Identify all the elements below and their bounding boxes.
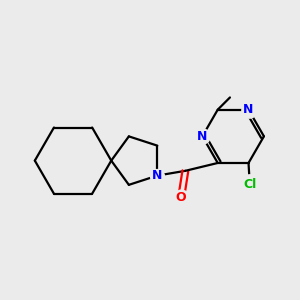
Text: N: N	[152, 169, 163, 182]
Text: Cl: Cl	[243, 178, 256, 191]
Text: N: N	[197, 130, 208, 143]
Text: O: O	[176, 191, 186, 204]
Text: N: N	[243, 103, 254, 116]
